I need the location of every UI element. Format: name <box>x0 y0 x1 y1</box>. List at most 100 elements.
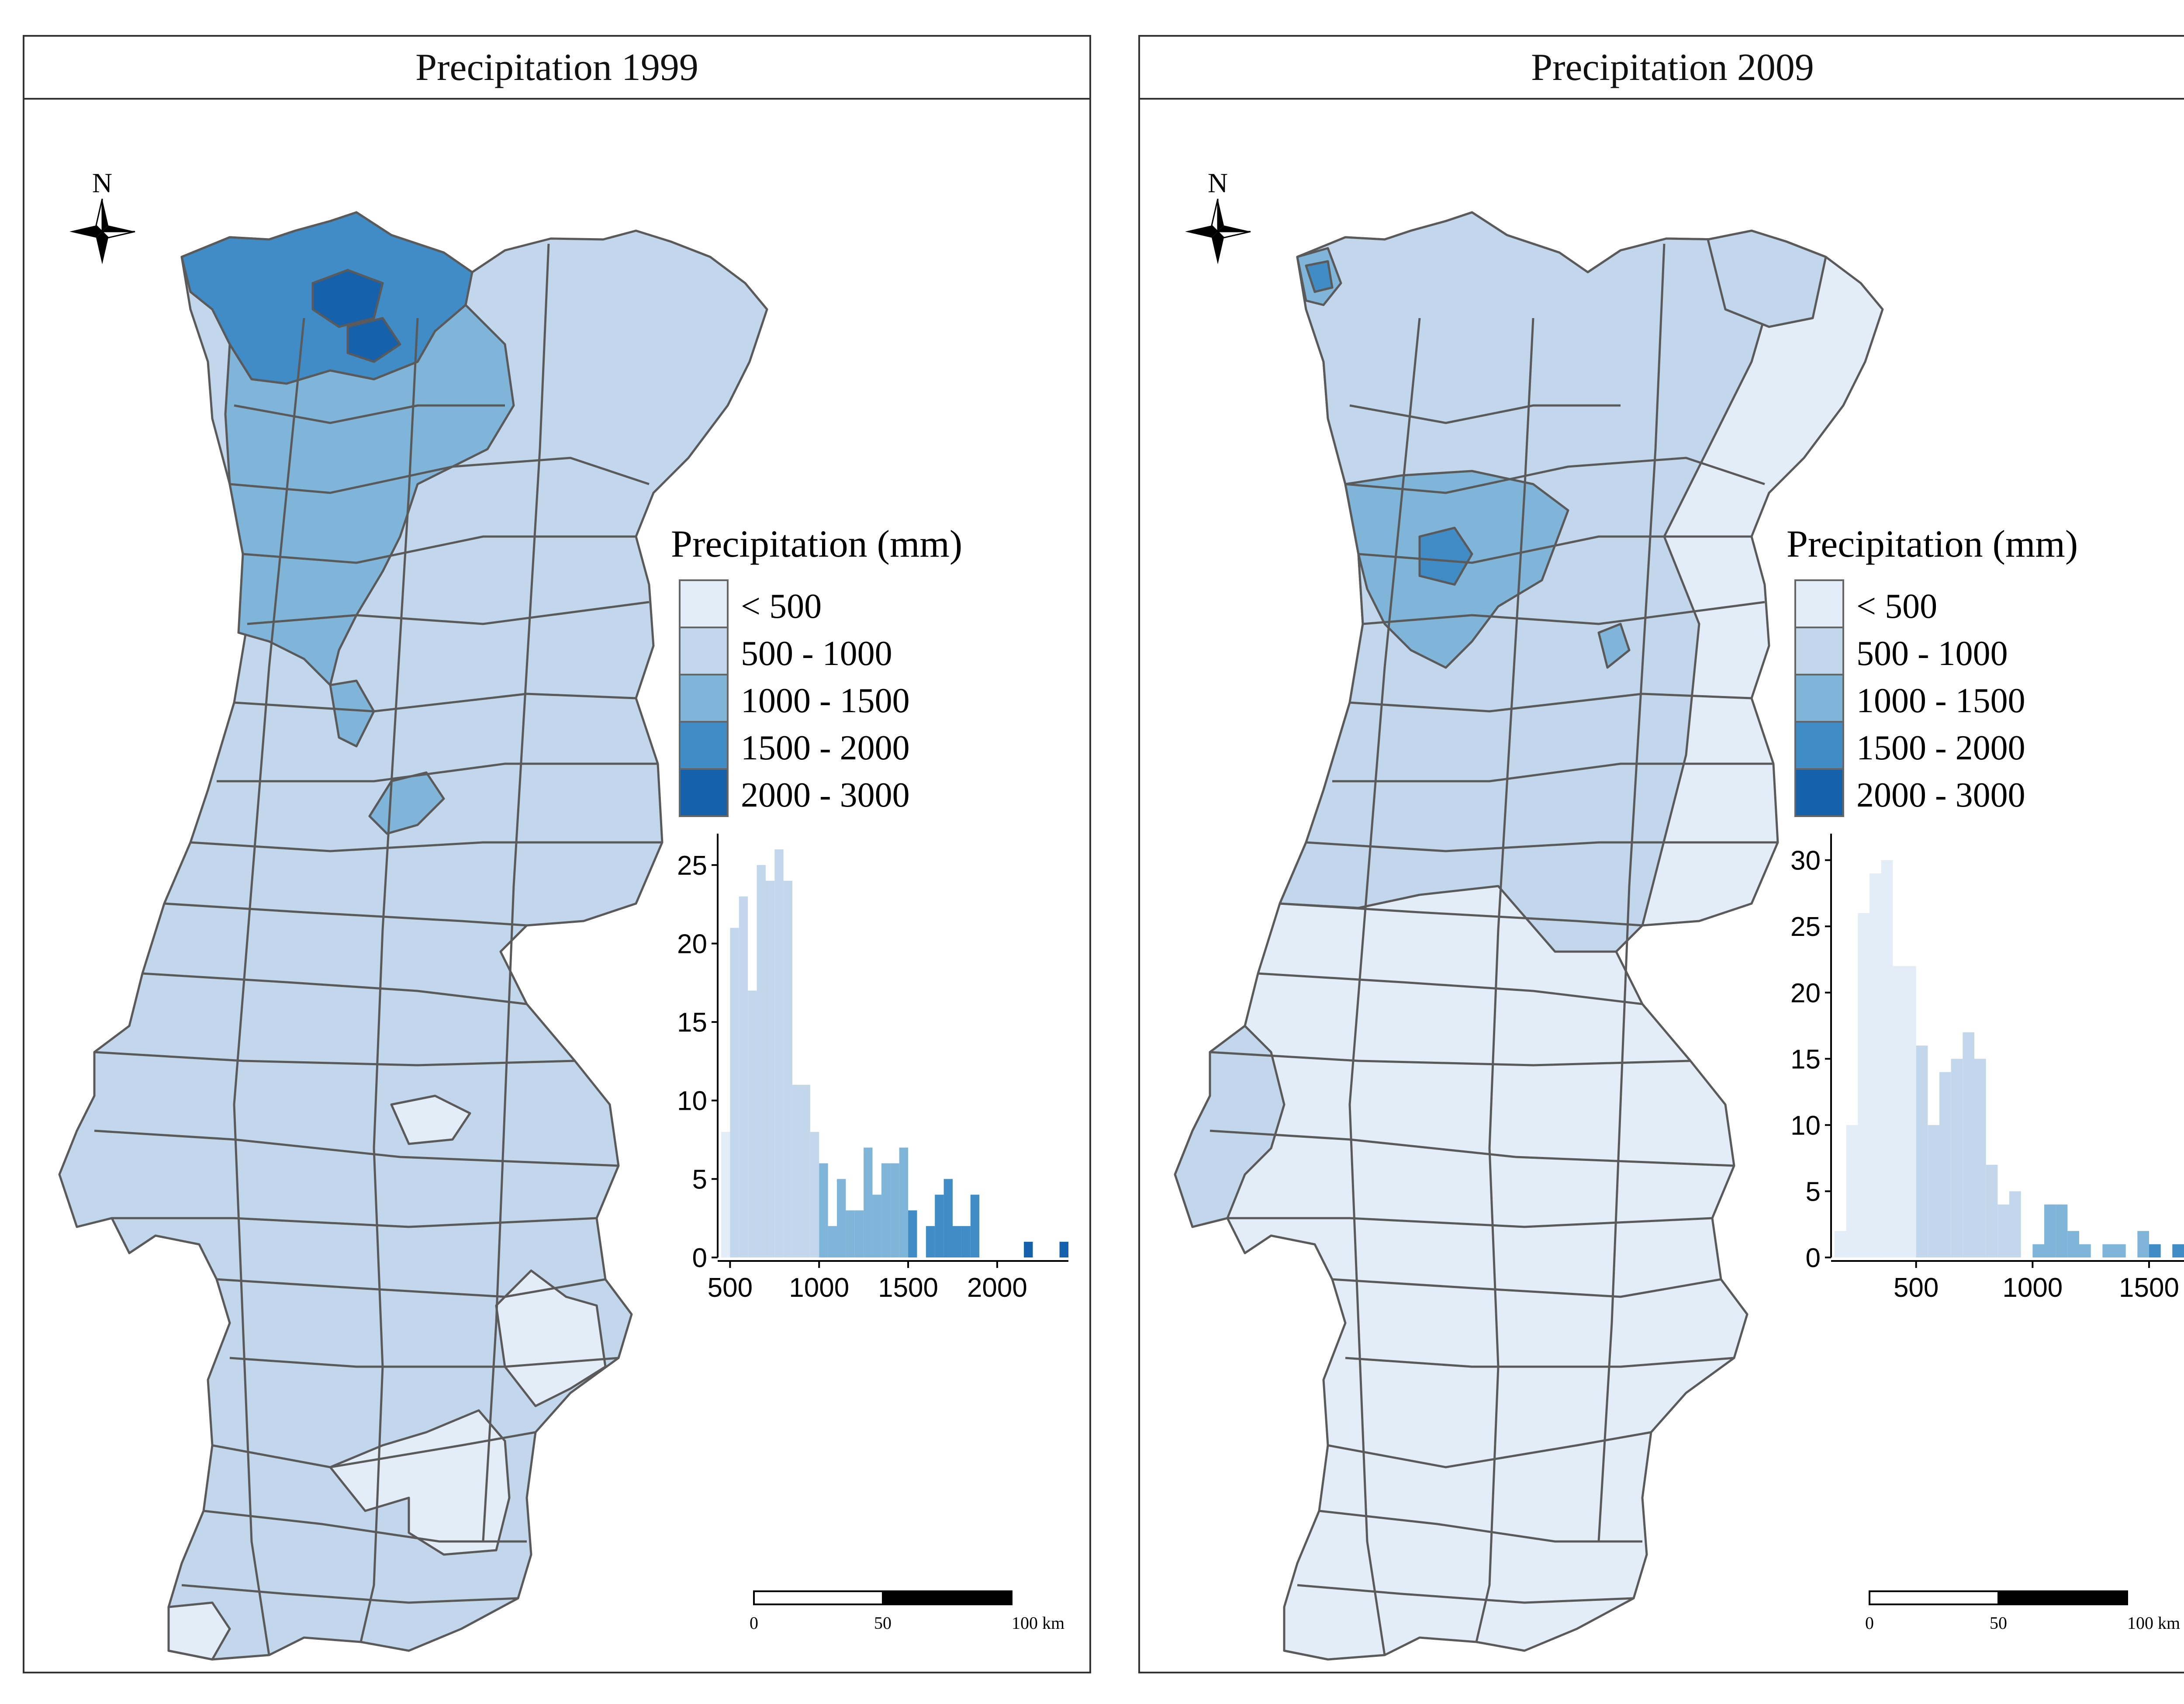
histogram-bar <box>1939 1072 1951 1257</box>
region-nw-coast-dark <box>1305 260 1334 293</box>
map-panel-2009: Precipitation 2009 N <box>1138 35 2184 1673</box>
legend-item: 1000 - 1500 <box>679 674 910 723</box>
legend-title: Precipitation (mm) <box>1787 523 2078 565</box>
histogram-bar <box>1881 860 1893 1257</box>
region-peneda <box>311 269 384 328</box>
legend-item: 1000 - 1500 <box>1794 674 2025 723</box>
legend: Precipitation (mm) < 500 500 - 1000 1000… <box>671 523 962 817</box>
histogram-bar <box>2079 1244 2091 1257</box>
legend: Precipitation (mm) < 500 500 - 1000 1000… <box>1787 523 2078 817</box>
map-canvas: N <box>1174 167 2184 1661</box>
scale-label: 100 km <box>1012 1613 1064 1633</box>
y-tick-label: 10 <box>1790 1111 1821 1141</box>
legend-item: 500 - 1000 <box>679 627 892 675</box>
x-tick-label: 500 <box>1894 1273 1939 1303</box>
y-tick-label: 20 <box>677 929 707 959</box>
histogram-bar <box>2067 1231 2079 1257</box>
region-low-east <box>495 1269 607 1407</box>
scale-bar: 0 50 100 km <box>750 1590 1064 1633</box>
north-label: N <box>1208 167 1228 198</box>
legend-label: < 500 <box>741 587 822 626</box>
scale-label: 0 <box>1865 1613 1874 1633</box>
histogram-bar <box>1916 1046 1928 1257</box>
north-arrow: N <box>69 167 135 264</box>
histogram-bar <box>1059 1242 1068 1257</box>
scale-bar: 0 50 100 km <box>1865 1590 2180 1633</box>
x-tick-label: 1000 <box>789 1273 849 1303</box>
histogram-bar <box>864 1147 873 1257</box>
legend-label: 1000 - 1500 <box>741 682 910 720</box>
region-braga <box>224 304 515 686</box>
histogram-bar <box>899 1147 909 1257</box>
histogram-bar <box>2102 1244 2114 1257</box>
histogram-bar <box>2056 1204 2068 1257</box>
histogram-bar <box>757 865 766 1257</box>
y-tick-label: 5 <box>1806 1177 1821 1207</box>
y-tick-label: 0 <box>692 1243 707 1273</box>
histogram-bar <box>970 1195 980 1257</box>
histogram-bar <box>1835 1231 1846 1257</box>
histogram-bar <box>1870 873 1881 1257</box>
histogram-bar <box>2009 1191 2021 1257</box>
histogram-bar <box>1974 1059 1986 1257</box>
histogram-bar <box>1963 1032 1974 1257</box>
legend-label: < 500 <box>1856 587 1937 626</box>
histogram-bar <box>1858 913 1870 1257</box>
map-canvas: N <box>58 167 1068 1661</box>
y-tick-label: 15 <box>677 1008 707 1038</box>
y-tick-label: 0 <box>1806 1243 1821 1273</box>
histogram-bar <box>1986 1164 1998 1257</box>
y-tick-label: 25 <box>677 851 707 881</box>
y-tick-label: 5 <box>692 1164 707 1195</box>
histogram-bar <box>828 1226 837 1257</box>
histogram-bar <box>2032 1244 2044 1257</box>
x-tick-label: 500 <box>708 1273 753 1303</box>
histogram-bar <box>730 928 739 1257</box>
histogram-bar <box>2044 1204 2056 1257</box>
legend-item: 2000 - 3000 <box>679 768 910 817</box>
histogram-bar <box>783 880 793 1257</box>
region-serra <box>368 771 445 835</box>
scale-label: 50 <box>874 1613 892 1633</box>
legend-label: 2000 - 3000 <box>1856 776 2025 814</box>
legend-item: 2000 - 3000 <box>1794 768 2025 817</box>
histogram: 0 5 10 15 20 25 30 500 1000 1500 <box>1790 834 2184 1303</box>
histogram-bar <box>1951 1059 1963 1257</box>
legend-item: 500 - 1000 <box>1794 627 2008 675</box>
histogram-bar <box>961 1226 971 1257</box>
histogram-bar <box>801 1084 810 1257</box>
histogram-bar <box>837 1179 846 1257</box>
north-label: N <box>92 167 112 198</box>
histogram-bar <box>872 1195 881 1257</box>
legend-label: 500 - 1000 <box>741 634 892 673</box>
histogram-bar <box>2114 1244 2126 1257</box>
histogram-bar <box>2149 1244 2161 1257</box>
legend-label: 1500 - 2000 <box>1856 729 2025 767</box>
y-tick-label: 25 <box>1790 912 1821 942</box>
histogram-bar <box>1893 966 1904 1257</box>
y-tick-label: 30 <box>1790 846 1821 876</box>
histogram-bar <box>943 1179 953 1257</box>
scale-label: 0 <box>750 1613 758 1633</box>
histogram-bar <box>721 1132 730 1257</box>
histogram-bar <box>953 1226 962 1257</box>
histogram-bar <box>1024 1242 1033 1257</box>
histogram-bar <box>846 1210 855 1257</box>
legend-item: < 500 <box>679 579 822 628</box>
scale-label: 100 km <box>2127 1613 2180 1633</box>
histogram-bar <box>890 1163 899 1257</box>
legend-title: Precipitation (mm) <box>671 523 962 565</box>
histogram-bar <box>881 1163 891 1257</box>
x-tick-label: 1500 <box>878 1273 938 1303</box>
region-arouca <box>329 679 375 748</box>
panel-title: Precipitation 2009 <box>1531 46 1814 89</box>
choropleth-map <box>1174 211 1884 1661</box>
map-panel-1999: Precipitation 1999 N <box>23 35 1091 1673</box>
y-tick-label: 20 <box>1790 978 1821 1008</box>
x-tick-label: 2000 <box>967 1273 1027 1303</box>
region-lisbon <box>1174 1025 1286 1228</box>
region-mainland <box>58 211 768 1661</box>
legend-item: < 500 <box>1794 579 1937 628</box>
histogram-bar <box>1846 1125 1858 1257</box>
histogram-bar <box>792 1084 802 1257</box>
